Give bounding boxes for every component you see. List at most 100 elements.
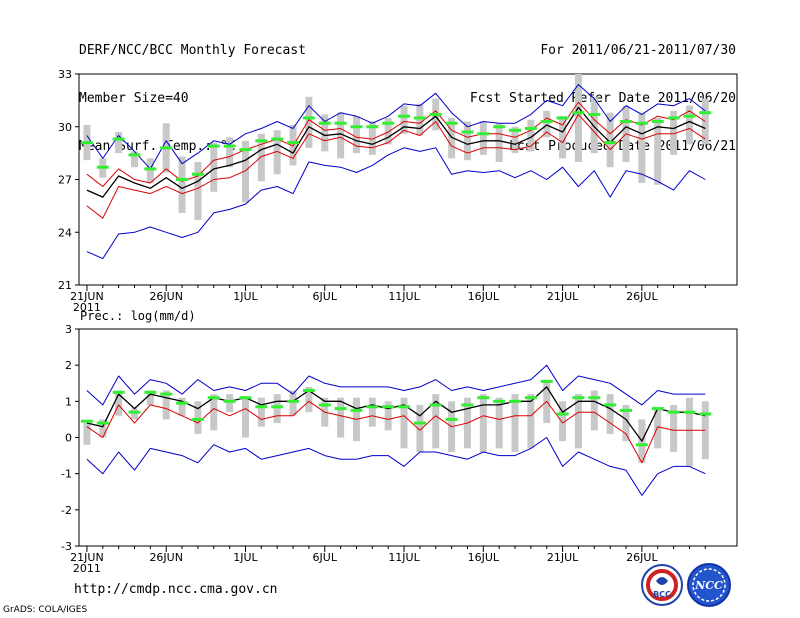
spread-box	[432, 394, 440, 449]
x-year-label: 2011	[73, 562, 101, 575]
spread-box	[352, 116, 360, 154]
spread-box	[130, 151, 138, 168]
spread-box	[162, 390, 170, 420]
x-tick-label: 26JUL	[626, 551, 658, 564]
spread-box	[400, 397, 408, 449]
x-tick-label: 21JUL	[547, 551, 579, 564]
x-tick-label: 1JUL	[233, 290, 258, 303]
spread-box	[511, 394, 519, 452]
spread-box	[226, 394, 234, 413]
spread-box	[670, 110, 678, 155]
x-tick-label: 21JUN	[70, 551, 104, 564]
y-tick-label: 30	[58, 121, 72, 134]
spread-box	[337, 397, 345, 438]
ensemble-min-line	[86, 147, 706, 260]
x-tick-label: 26JUN	[149, 551, 183, 564]
upper-spread-line	[86, 101, 706, 187]
spread-box	[305, 96, 313, 148]
x-tick-label: 16JUL	[468, 290, 500, 303]
precipitation-chart: -3 -2 -1 0 1 2 3 21JUN 26JUN 1JUL 6JUL 11JUL 16JUL 21…	[61, 323, 738, 575]
y-tick-label: 2	[65, 359, 72, 372]
spread-box	[606, 112, 614, 168]
spread-box	[543, 110, 551, 138]
spread-box	[384, 117, 392, 145]
spread-box	[210, 394, 218, 431]
spread-box	[479, 121, 487, 155]
x-year-label: 2011	[73, 301, 101, 314]
spread-box	[178, 156, 186, 213]
ensemble-mean-line	[86, 106, 706, 198]
spread-box	[416, 103, 424, 136]
x-tick-label: 21JUL	[547, 290, 579, 303]
spread-box	[400, 105, 408, 134]
y-tick-label: 1	[65, 395, 72, 408]
spread-box	[606, 394, 614, 434]
spread-box	[527, 394, 535, 449]
spread-box	[368, 121, 376, 155]
source-url[interactable]: http://cmdp.ncc.cma.gov.cn	[74, 582, 278, 597]
spread-box	[273, 130, 281, 175]
x-tick-label: 11JUL	[388, 290, 420, 303]
spread-box	[226, 137, 234, 168]
spread-box	[83, 423, 91, 445]
x-tick-label: 6JUL	[313, 290, 338, 303]
spread-box	[337, 112, 345, 159]
y-tick-label: 3	[65, 323, 72, 336]
x-tick-label: 26JUN	[149, 290, 183, 303]
plot-frame	[78, 328, 738, 547]
x-tick-label: 16JUL	[468, 551, 500, 564]
spread-box	[384, 401, 392, 431]
spread-box	[289, 390, 297, 416]
y-tick-label: -1	[61, 468, 72, 481]
spread-box	[638, 112, 646, 184]
spread-box	[257, 133, 265, 182]
spread-box	[463, 121, 471, 161]
ensemble-min-line	[86, 437, 706, 496]
temperature-chart: 21 24 27 30 33 21JUN 26JUN 1JUL 6JUL 11JUL 16JUL 21…	[58, 68, 738, 314]
spread-box	[416, 404, 424, 452]
y-tick-label: 24	[58, 226, 72, 239]
y-tick-label: 27	[58, 174, 72, 187]
spread-box	[527, 119, 535, 152]
lower-spread-line	[86, 113, 706, 219]
spread-box	[511, 126, 519, 154]
spread-box	[559, 401, 567, 442]
spread-box	[321, 114, 329, 152]
spread-box	[194, 161, 202, 220]
spread-box	[115, 390, 123, 416]
spread-box	[590, 96, 598, 154]
y-tick-label: 21	[58, 279, 72, 292]
y-tick-label: 0	[65, 432, 72, 445]
spread-box	[495, 397, 503, 449]
spread-box	[241, 140, 249, 203]
spread-box	[115, 132, 123, 154]
spread-box	[685, 105, 693, 145]
spread-box	[305, 386, 313, 413]
spread-box	[146, 158, 154, 184]
bcc-logo-text: BCC	[653, 590, 671, 599]
y-tick-label: 33	[58, 68, 72, 81]
spread-box	[448, 117, 456, 159]
title-line: DERF/NCC/BCC Monthly Forecast	[79, 43, 306, 58]
lower-spread-line	[86, 400, 706, 464]
spread-box	[146, 390, 154, 405]
spread-box	[210, 142, 218, 192]
spread-box	[574, 394, 582, 449]
spread-box	[622, 404, 630, 442]
spread-box	[241, 397, 249, 438]
spread-box	[178, 397, 186, 416]
x-tick-label: 11JUL	[388, 551, 420, 564]
y-tick-label: -2	[61, 504, 72, 517]
ensemble-max-line	[86, 364, 706, 406]
spread-box	[257, 397, 265, 427]
spread-box	[574, 74, 582, 162]
spread-box	[479, 394, 487, 452]
ensemble-max-line	[86, 84, 706, 170]
grads-credit: GrADS: COLA/IGES	[3, 605, 88, 615]
x-tick-label: 26JUL	[626, 290, 658, 303]
y-tick-label: -3	[61, 540, 72, 553]
member-size-line: Member Size=40	[79, 91, 189, 106]
spread-box	[670, 404, 678, 452]
spread-box	[273, 394, 281, 424]
